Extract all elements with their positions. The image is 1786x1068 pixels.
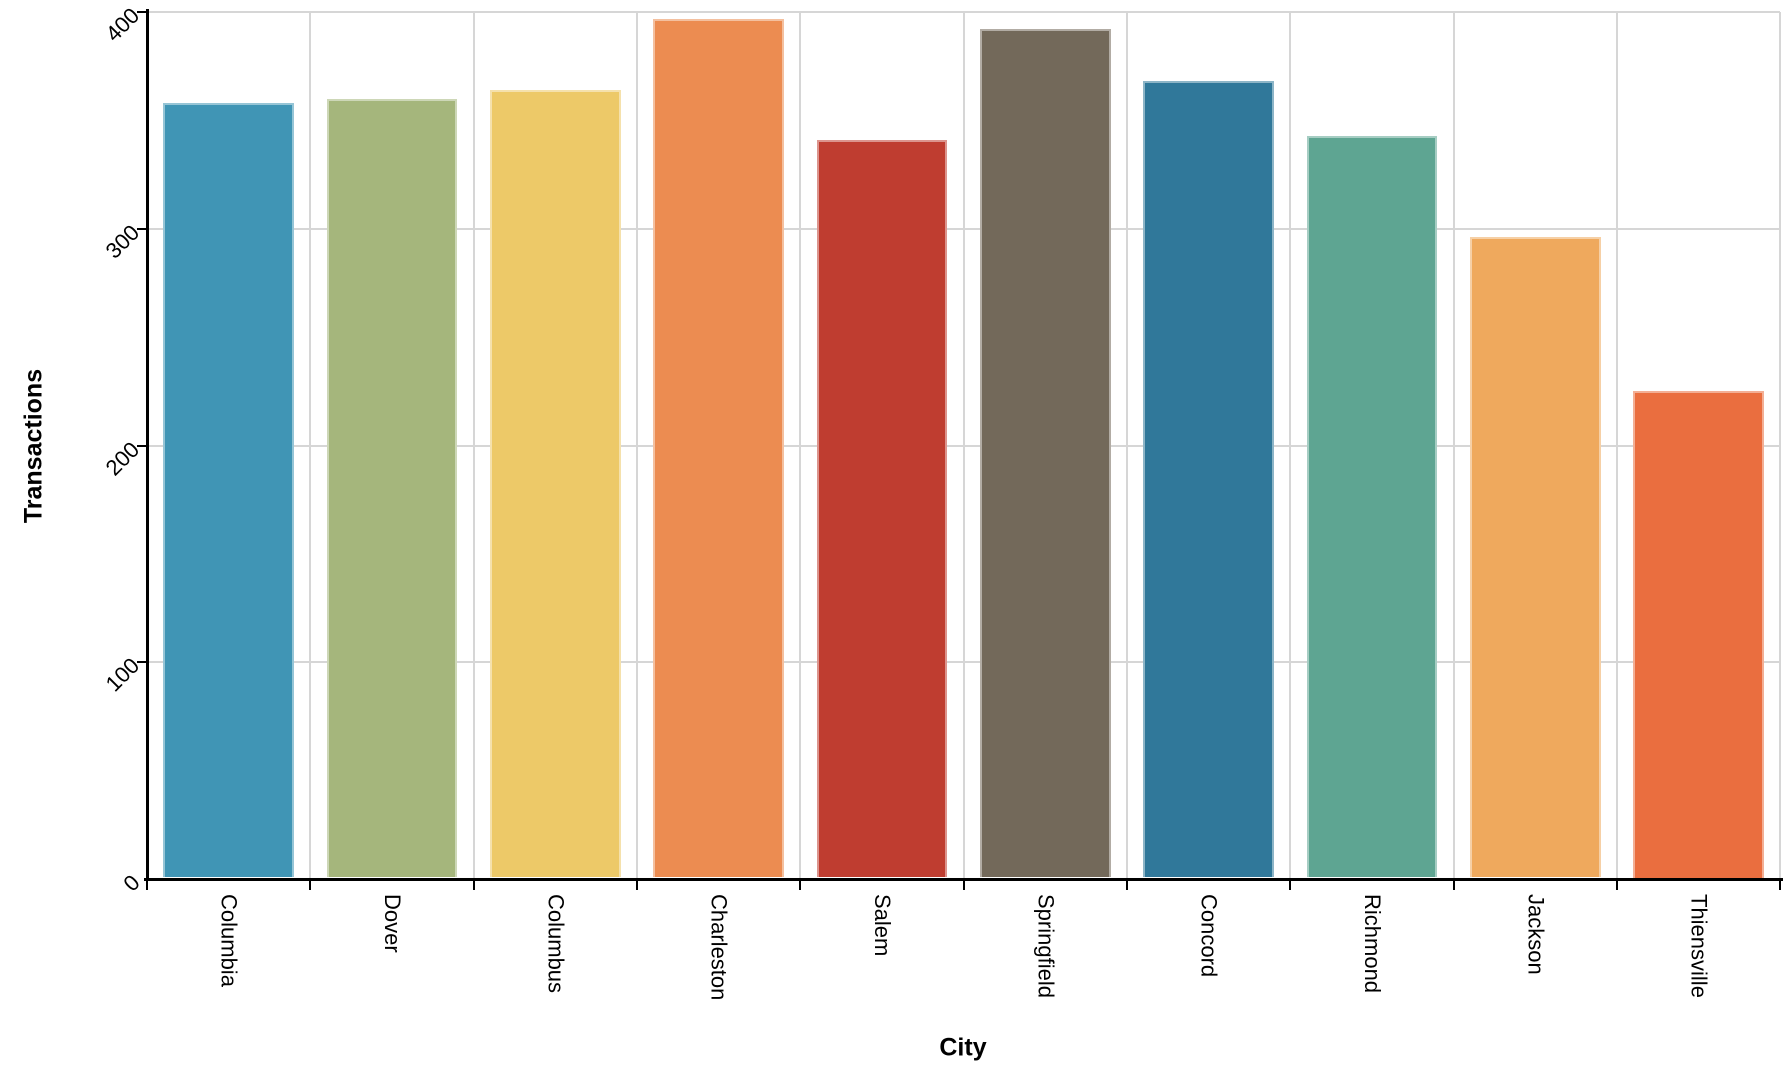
x-tick-label-charleston: Charleston (706, 894, 732, 1001)
bar-richmond (1306, 135, 1438, 878)
bar-salem (816, 139, 948, 878)
bar-thiensville (1633, 391, 1764, 878)
gridline-x-boundary-6 (1125, 12, 1128, 879)
bar-dover (326, 98, 458, 878)
x-tick-label-dover: Dover (379, 894, 405, 953)
x-tick-0 (146, 880, 148, 890)
x-tick-4 (799, 880, 802, 890)
x-tick-9 (1615, 880, 1618, 890)
y-axis-spine (145, 9, 149, 881)
gridline-x-boundary-3 (635, 12, 638, 879)
x-tick-label-columbia: Columbia (216, 894, 242, 987)
gridline-x-boundary-4 (799, 12, 802, 879)
bar-columbia (163, 103, 294, 878)
x-tick-label-thiensville: Thiensville (1686, 894, 1712, 998)
y-tick-300 (137, 227, 147, 230)
bar-concord (1143, 81, 1274, 878)
x-tick-3 (635, 880, 638, 890)
x-axis-spine (144, 877, 1783, 881)
x-tick-2 (472, 880, 475, 890)
x-tick-5 (962, 880, 965, 890)
x-tick-6 (1125, 880, 1128, 890)
x-tick-label-salem: Salem (869, 894, 895, 957)
gridline-x-boundary-7 (1289, 12, 1292, 879)
y-axis-title: Transactions (19, 368, 48, 524)
y-tick-400 (137, 11, 147, 13)
gridline-x-boundary-8 (1452, 12, 1455, 879)
y-tick-100 (137, 661, 147, 664)
bar-jackson (1469, 237, 1601, 878)
x-tick-label-springfield: Springfield (1033, 894, 1059, 998)
gridline-x-boundary-2 (472, 12, 475, 879)
y-tick-200 (137, 444, 147, 447)
x-tick-10 (1779, 880, 1782, 890)
x-tick-1 (309, 880, 312, 890)
bar-charleston (653, 18, 784, 878)
bar-springfield (979, 29, 1111, 878)
x-tick-8 (1452, 880, 1455, 890)
x-tick-label-concord: Concord (1196, 894, 1222, 978)
gridline-x-boundary-10 (1779, 12, 1782, 879)
x-axis-title: City (939, 1033, 987, 1062)
x-tick-label-columbus: Columbus (543, 894, 569, 994)
gridline-x-boundary-5 (962, 12, 965, 879)
bar-columbus (489, 90, 621, 878)
y-tick-label-0: 0 (118, 869, 145, 897)
x-tick-label-richmond: Richmond (1359, 894, 1385, 994)
gridline-x-boundary-1 (309, 12, 312, 879)
gridline-x-boundary-9 (1615, 12, 1618, 879)
x-tick-label-jackson: Jackson (1523, 894, 1549, 975)
x-tick-7 (1289, 880, 1292, 890)
